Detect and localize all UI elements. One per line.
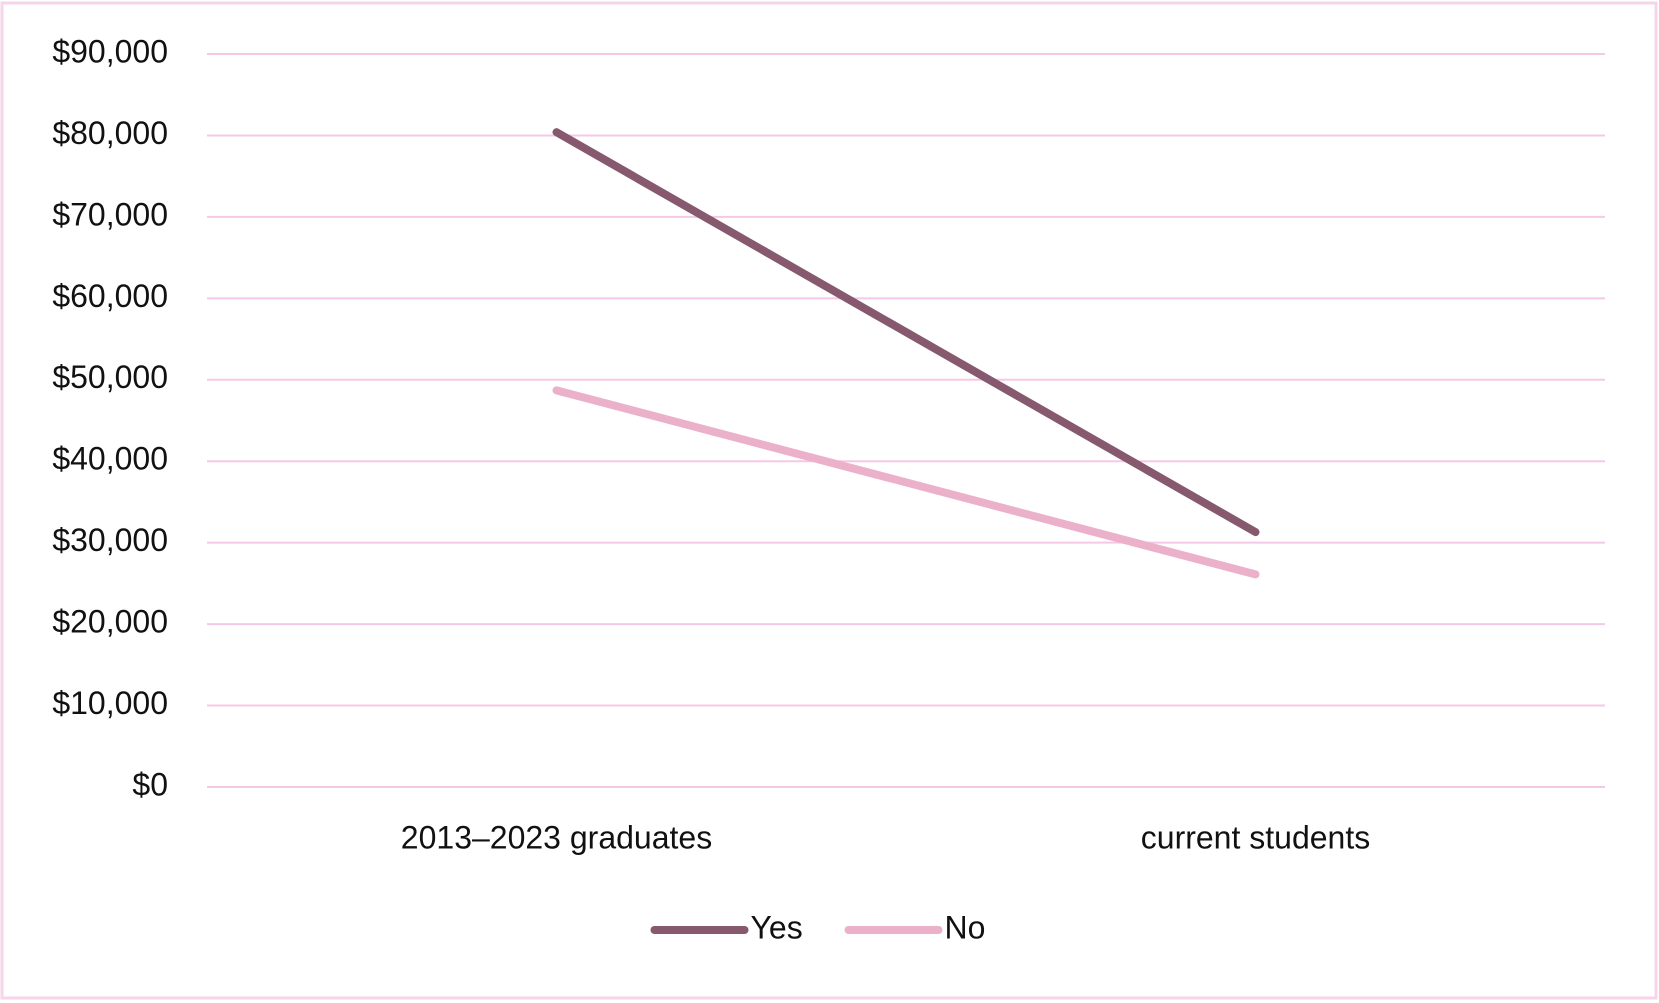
x-tick-label: 2013–2023 graduates <box>401 819 712 855</box>
y-tick-label: $30,000 <box>52 522 168 558</box>
y-tick-label: $0 <box>132 766 168 802</box>
legend-label: No <box>945 909 986 945</box>
line-series <box>552 128 1260 537</box>
y-tick-label: $90,000 <box>52 33 168 69</box>
y-tick-label: $50,000 <box>52 359 168 395</box>
legend-label: Yes <box>751 909 803 945</box>
y-tick-label: $80,000 <box>52 115 168 151</box>
y-tick-label: $10,000 <box>52 685 168 721</box>
y-tick-label: $20,000 <box>52 604 168 640</box>
line-series <box>552 386 1260 579</box>
y-tick-label: $40,000 <box>52 441 168 477</box>
y-tick-label: $70,000 <box>52 196 168 232</box>
x-tick-label: current students <box>1141 819 1370 855</box>
y-tick-label: $60,000 <box>52 278 168 314</box>
